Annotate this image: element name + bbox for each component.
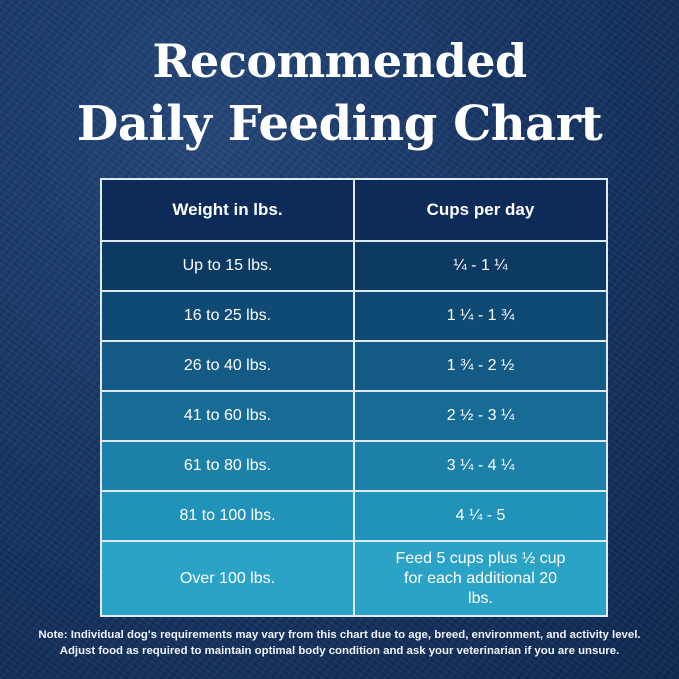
cups-cell: ¼ - 1 ¼ [353,240,608,292]
weight-cell: 81 to 100 lbs. [100,490,355,542]
weight-cell: 41 to 60 lbs. [100,390,355,442]
weight-cell: 26 to 40 lbs. [100,340,355,392]
cups-cell: 1 ¼ - 1 ¾ [353,290,608,342]
column-header-cups: Cups per day [353,178,608,242]
cups-cell: 2 ½ - 3 ¼ [353,390,608,442]
footnote-line-1: Note: Individual dog's requirements may … [38,629,641,641]
weight-cell: 61 to 80 lbs. [100,440,355,492]
weight-cell: Up to 15 lbs. [100,240,355,292]
weight-cell: Over 100 lbs. [100,540,355,617]
footnote: Note: Individual dog's requirements may … [0,627,679,659]
column-header-weight: Weight in lbs. [100,178,355,242]
cups-cell: Feed 5 cups plus ½ cup for each addition… [353,540,608,617]
table-row: 26 to 40 lbs. 1 ¾ - 2 ½ [100,340,608,392]
feeding-table: Weight in lbs. Cups per day Up to 15 lbs… [100,178,608,617]
table-header-row: Weight in lbs. Cups per day [100,178,608,242]
cups-cell: 1 ¾ - 2 ½ [353,340,608,392]
table-row: Up to 15 lbs. ¼ - 1 ¼ [100,240,608,292]
title-line-2: Daily Feeding Chart [76,96,603,152]
table-row: 41 to 60 lbs. 2 ½ - 3 ¼ [100,390,608,442]
table-row: Over 100 lbs. Feed 5 cups plus ½ cup for … [100,540,608,617]
title-line-1: Recommended [152,34,527,88]
table-row: 81 to 100 lbs. 4 ¼ - 5 [100,490,608,542]
weight-cell: 16 to 25 lbs. [100,290,355,342]
cups-cell: 3 ¼ - 4 ¼ [353,440,608,492]
footnote-line-2: Adjust food as required to maintain opti… [59,645,620,657]
table-row: 16 to 25 lbs. 1 ¼ - 1 ¾ [100,290,608,342]
table-row: 61 to 80 lbs. 3 ¼ - 4 ¼ [100,440,608,492]
cups-cell: 4 ¼ - 5 [353,490,608,542]
